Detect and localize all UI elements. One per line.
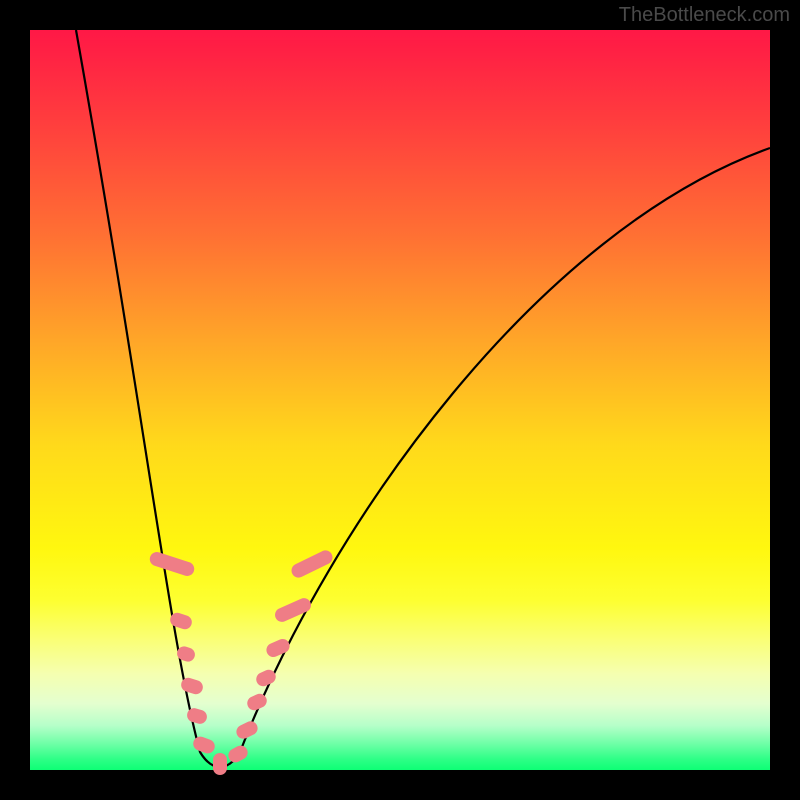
chart-container: TheBottleneck.com	[0, 0, 800, 800]
bottleneck-chart	[0, 0, 800, 800]
plot-area	[30, 30, 770, 770]
watermark-text: TheBottleneck.com	[619, 4, 790, 27]
marker-pill	[213, 753, 227, 775]
